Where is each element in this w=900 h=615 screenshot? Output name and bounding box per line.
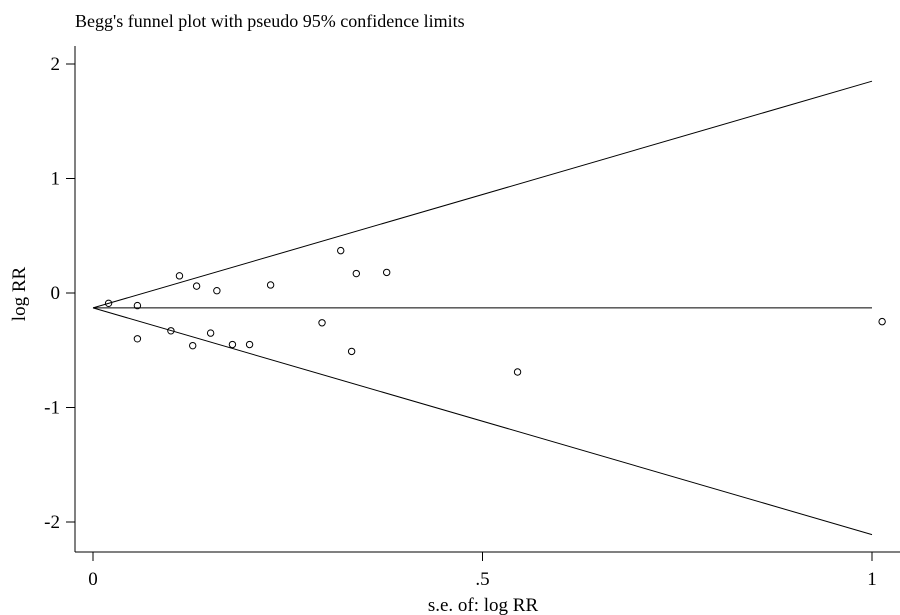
chart-title: Begg's funnel plot with pseudo 95% confi…	[75, 11, 465, 31]
reference-lines	[92, 80, 873, 536]
x-ticks: 0.5 1	[88, 552, 877, 590]
study-points	[104, 246, 886, 376]
y-tick-label: 0	[51, 283, 61, 304]
y-tick-label: 1	[51, 169, 61, 190]
study-point	[167, 327, 175, 335]
upper-confidence-limit-line	[92, 80, 873, 309]
study-point	[175, 272, 184, 280]
y-axis-label: log RR	[9, 266, 30, 321]
study-point	[347, 347, 356, 356]
study-point	[878, 317, 886, 326]
study-point	[192, 282, 201, 290]
study-point	[245, 340, 254, 349]
study-point	[352, 269, 361, 278]
x-tick-label: .5	[475, 569, 489, 590]
x-tick-label: 0	[88, 569, 98, 590]
y-ticks: 2 1 0 -1 -2	[44, 54, 75, 533]
study-point	[513, 368, 522, 376]
study-point	[206, 329, 215, 337]
study-point	[189, 341, 197, 350]
study-point	[228, 340, 237, 349]
x-tick-label: 1	[867, 569, 877, 590]
y-tick-label: -1	[44, 398, 60, 419]
study-point	[213, 287, 221, 295]
lower-confidence-limit-line	[92, 307, 873, 536]
y-tick-label: -2	[44, 512, 60, 533]
study-point	[133, 335, 142, 343]
study-point	[382, 268, 391, 277]
study-point	[104, 299, 113, 308]
study-point	[318, 319, 326, 327]
x-axis-label: s.e. of: log RR	[428, 595, 539, 615]
study-point	[266, 281, 275, 289]
y-tick-label: 2	[51, 54, 61, 75]
study-point	[337, 246, 345, 255]
study-point	[133, 301, 142, 310]
